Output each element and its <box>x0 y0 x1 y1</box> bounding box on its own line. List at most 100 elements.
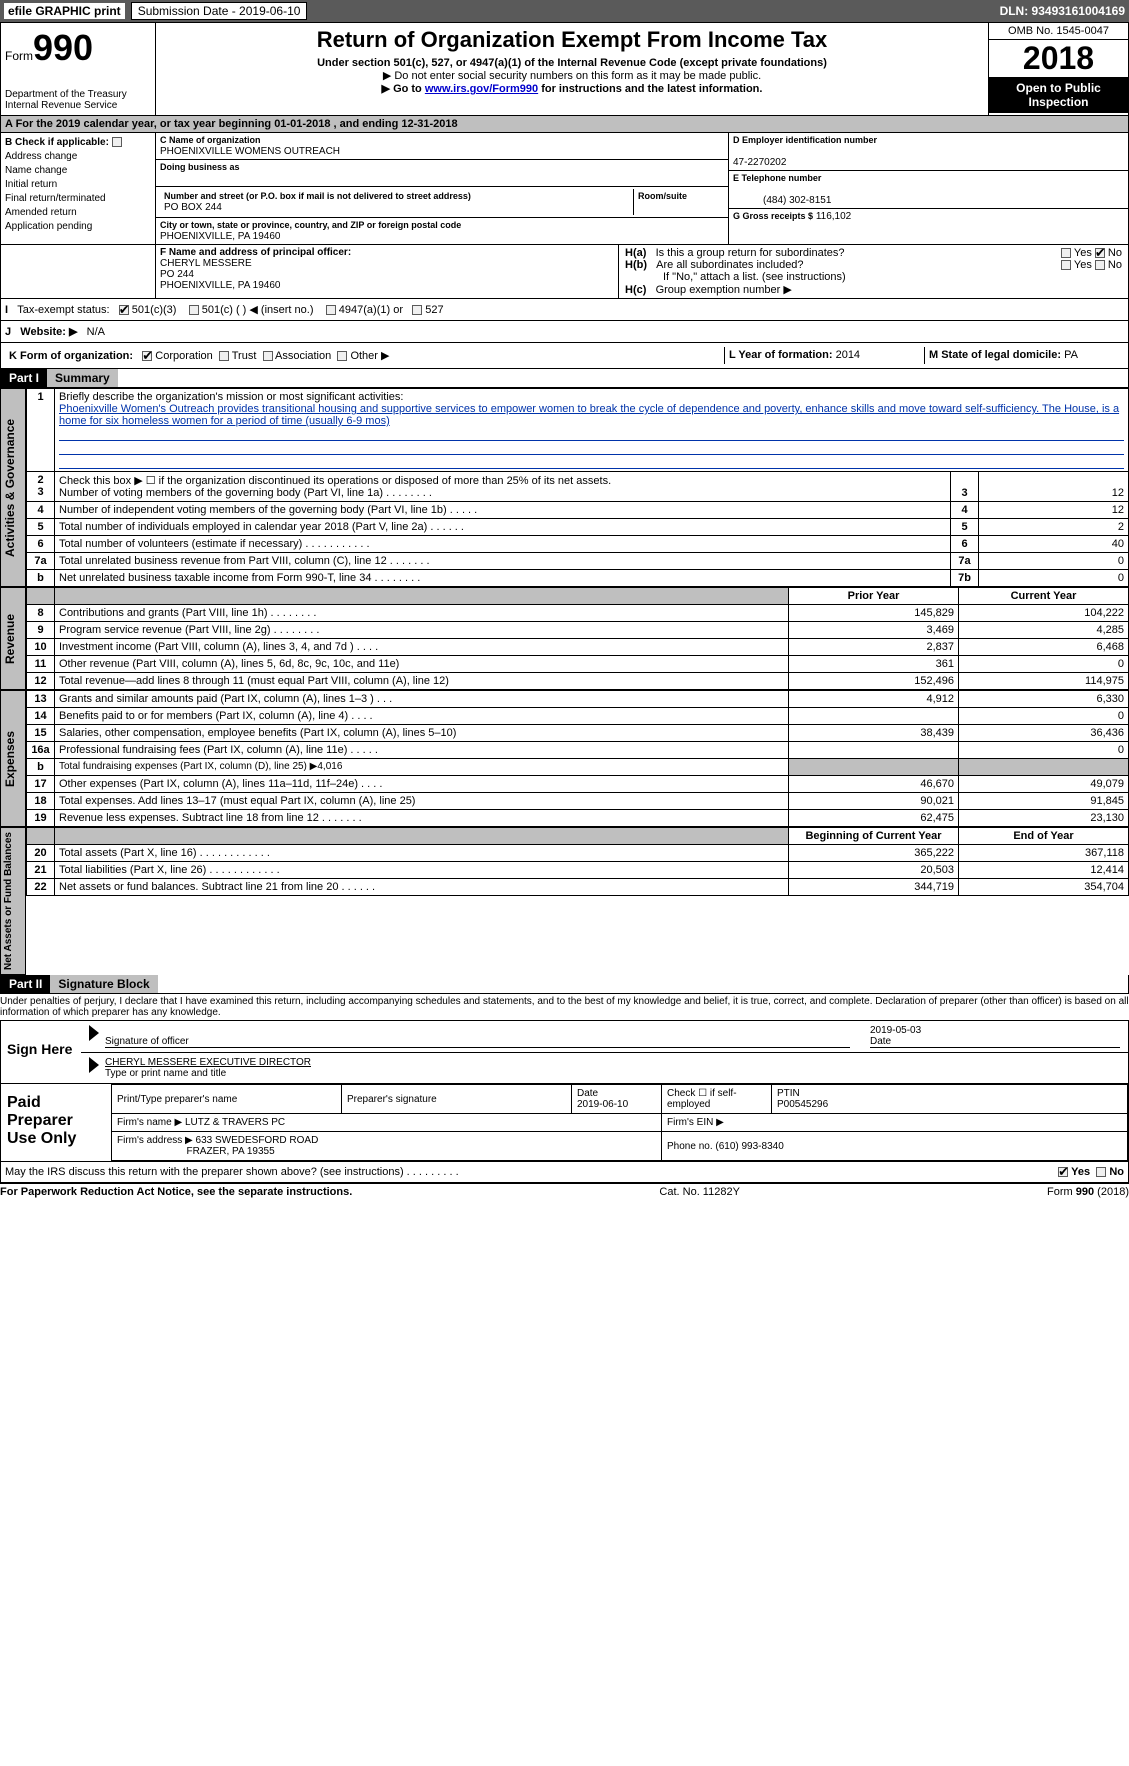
section-h: H(a) Is this a group return for subordin… <box>618 245 1128 298</box>
sig-officer-label: Signature of officer <box>105 1036 189 1047</box>
section-c: C Name of organizationPHOENIXVILLE WOMEN… <box>156 133 728 244</box>
firm-addr2: FRAZER, PA 19355 <box>186 1146 274 1157</box>
l4-text: Number of independent voting members of … <box>55 502 951 519</box>
discuss-yes <box>1058 1167 1068 1177</box>
table-row: 22Net assets or fund balances. Subtract … <box>27 879 1129 896</box>
addr-value: PO BOX 244 <box>164 202 222 213</box>
col-current-year: Current Year <box>959 588 1129 605</box>
city-value: PHOENIXVILLE, PA 19460 <box>160 231 280 242</box>
irs-link[interactable]: www.irs.gov/Form990 <box>425 83 538 95</box>
form-header: Form990 Department of the Treasury Inter… <box>0 22 1129 116</box>
line-k-lm: K Form of organization: Corporation Trus… <box>0 343 1129 369</box>
table-row: 20Total assets (Part X, line 16) . . . .… <box>27 845 1129 862</box>
l3-text: Number of voting members of the governin… <box>59 487 432 499</box>
col-begin-year: Beginning of Current Year <box>789 828 959 845</box>
val-7a: 0 <box>979 553 1129 570</box>
year-formation: 2014 <box>836 349 860 361</box>
discuss-no <box>1096 1167 1106 1177</box>
val-5: 2 <box>979 519 1129 536</box>
chk-final-return: Final return/terminated <box>5 193 151 204</box>
table-row: 15Salaries, other compensation, employee… <box>27 725 1129 742</box>
table-row: 16aProfessional fundraising fees (Part I… <box>27 742 1129 759</box>
ein-value: 47-2270202 <box>733 157 786 168</box>
table-row: 8Contributions and grants (Part VIII, li… <box>27 605 1129 622</box>
table-row: 19Revenue less expenses. Subtract line 1… <box>27 810 1129 827</box>
table-row: 13Grants and similar amounts paid (Part … <box>27 691 1129 708</box>
row-a-period: A For the 2019 calendar year, or tax yea… <box>0 116 1129 133</box>
hb-label: Are all subordinates included? <box>656 259 803 271</box>
prep-sig-label: Preparer's signature <box>342 1085 572 1114</box>
l1-label: Briefly describe the organization's miss… <box>59 391 403 403</box>
hc-label: Group exemption number ▶ <box>656 284 792 296</box>
gross-label: G Gross receipts $ <box>733 211 813 221</box>
netassets-section: Net Assets or Fund Balances Beginning of… <box>0 827 1129 975</box>
open-inspection: Open to Public Inspection <box>989 77 1128 113</box>
city-label: City or town, state or province, country… <box>160 220 461 230</box>
page-footer: For Paperwork Reduction Act Notice, see … <box>0 1183 1129 1200</box>
efile-tag: efile GRAPHIC print <box>4 3 125 19</box>
l2-text: Check this box ▶ ☐ if the organization d… <box>59 475 611 487</box>
header-bar: efile GRAPHIC print Submission Date - 20… <box>0 0 1129 22</box>
chk-name-change: Name change <box>5 165 151 176</box>
section-f: F Name and address of principal officer:… <box>156 245 618 298</box>
phone-value: (484) 302-8151 <box>733 195 831 206</box>
l7a-text: Total unrelated business revenue from Pa… <box>55 553 951 570</box>
footer-left: For Paperwork Reduction Act Notice, see … <box>0 1186 352 1198</box>
hb-note: If "No," attach a list. (see instruction… <box>625 271 1122 283</box>
expenses-section: Expenses 13Grants and similar amounts pa… <box>0 690 1129 827</box>
firm-name: LUTZ & TRAVERS PC <box>185 1117 285 1128</box>
b-label: B Check if applicable: <box>5 137 151 148</box>
col-prior-year: Prior Year <box>789 588 959 605</box>
chk-initial-return: Initial return <box>5 179 151 190</box>
fh-grid: F Name and address of principal officer:… <box>0 245 1129 299</box>
side-expenses: Expenses <box>0 690 26 827</box>
sign-here-block: Sign Here Signature of officer 2019-05-0… <box>0 1020 1129 1084</box>
ptin-value: P00545296 <box>777 1099 828 1110</box>
section-degh: D Employer identification number47-22702… <box>728 133 1128 244</box>
omb-number: OMB No. 1545-0047 <box>989 23 1128 40</box>
officer-addr1: PO 244 <box>160 269 194 280</box>
tax-year: 2018 <box>989 40 1128 77</box>
form-org-label: K Form of organization: <box>9 350 133 362</box>
ha-label: Is this a group return for subordinates? <box>656 247 845 259</box>
table-row: 12Total revenue—add lines 8 through 11 (… <box>27 673 1129 690</box>
sign-here-label: Sign Here <box>1 1021 81 1083</box>
side-netassets: Net Assets or Fund Balances <box>0 827 26 975</box>
addr-label: Number and street (or P.O. box if mail i… <box>164 191 471 201</box>
room-label: Room/suite <box>638 191 687 201</box>
department: Department of the Treasury Internal Reve… <box>5 89 151 111</box>
paid-preparer-label: Paid Preparer Use Only <box>1 1084 111 1161</box>
table-row: 9Program service revenue (Part VIII, lin… <box>27 622 1129 639</box>
prep-date: 2019-06-10 <box>577 1099 628 1110</box>
l5-text: Total number of individuals employed in … <box>55 519 951 536</box>
officer-label: F Name and address of principal officer: <box>160 247 351 258</box>
line-i: I Tax-exempt status: 501(c)(3) 501(c) ( … <box>0 299 1129 321</box>
side-revenue: Revenue <box>0 587 26 690</box>
footer-right: Form 990 (2018) <box>1047 1186 1129 1198</box>
firm-ein-label: Firm's EIN ▶ <box>662 1114 1128 1132</box>
state-domicile: PA <box>1064 349 1078 361</box>
chk-pending: Application pending <box>5 221 151 232</box>
chk-amended: Amended return <box>5 207 151 218</box>
header-grid: B Check if applicable: Address change Na… <box>0 133 1129 245</box>
sig-name: CHERYL MESSERE EXECUTIVE DIRECTOR <box>105 1057 311 1068</box>
activities-governance: Activities & Governance 1 Briefly descri… <box>0 388 1129 587</box>
org-name: PHOENIXVILLE WOMENS OUTREACH <box>160 146 340 157</box>
officer-addr2: PHOENIXVILLE, PA 19460 <box>160 280 280 291</box>
penalty-text: Under penalties of perjury, I declare th… <box>0 994 1129 1020</box>
sig-date: 2019-05-03 <box>870 1025 921 1036</box>
footer-mid: Cat. No. 11282Y <box>659 1186 740 1198</box>
revenue-section: Revenue Prior YearCurrent Year 8Contribu… <box>0 587 1129 690</box>
side-activities: Activities & Governance <box>0 388 26 587</box>
subtitle-3: ▶ Go to www.irs.gov/Form990 for instruct… <box>164 82 980 95</box>
submission-date: Submission Date - 2019-06-10 <box>131 2 308 20</box>
section-b: B Check if applicable: Address change Na… <box>1 133 156 244</box>
discuss-line: May the IRS discuss this return with the… <box>0 1162 1129 1183</box>
table-row: 11Other revenue (Part VIII, column (A), … <box>27 656 1129 673</box>
part-i-header: Part ISummary <box>0 369 1129 388</box>
line-j: J Website: ▶ N/A <box>0 321 1129 343</box>
table-row: 14Benefits paid to or for members (Part … <box>27 708 1129 725</box>
website-value: N/A <box>87 326 105 338</box>
prep-selfemp: Check ☐ if self-employed <box>662 1085 772 1114</box>
table-row: 10Investment income (Part VIII, column (… <box>27 639 1129 656</box>
